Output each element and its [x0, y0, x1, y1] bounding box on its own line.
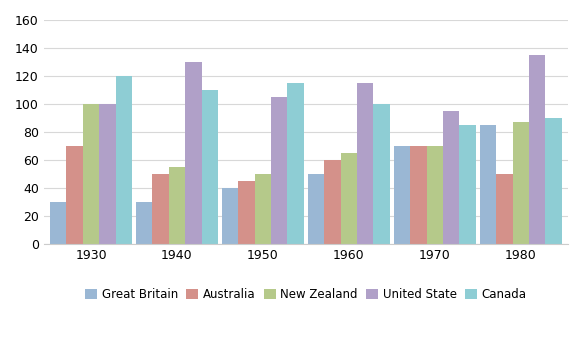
Bar: [136, 202, 152, 244]
Bar: [222, 188, 238, 244]
Bar: [512, 122, 529, 244]
Bar: [185, 62, 202, 244]
Bar: [152, 174, 168, 244]
Bar: [50, 202, 66, 244]
Bar: [83, 104, 99, 244]
Bar: [496, 174, 512, 244]
Legend: Great Britain, Australia, New Zealand, United State, Canada: Great Britain, Australia, New Zealand, U…: [80, 283, 531, 305]
Bar: [99, 104, 115, 244]
Bar: [255, 174, 271, 244]
Bar: [529, 55, 545, 244]
Bar: [287, 83, 304, 244]
Bar: [308, 174, 324, 244]
Bar: [66, 146, 83, 244]
Bar: [271, 97, 287, 244]
Bar: [459, 125, 476, 244]
Bar: [545, 118, 561, 244]
Bar: [480, 125, 496, 244]
Bar: [443, 111, 459, 244]
Bar: [373, 104, 390, 244]
Bar: [324, 160, 340, 244]
Bar: [427, 146, 443, 244]
Bar: [115, 76, 132, 244]
Bar: [394, 146, 410, 244]
Bar: [340, 153, 357, 244]
Bar: [410, 146, 427, 244]
Bar: [168, 167, 185, 244]
Bar: [202, 90, 218, 244]
Bar: [357, 83, 373, 244]
Bar: [238, 181, 255, 244]
